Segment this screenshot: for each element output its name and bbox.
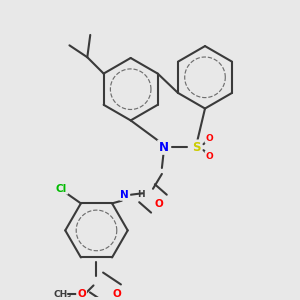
Text: O: O <box>206 134 213 143</box>
Text: O: O <box>206 152 213 160</box>
Text: H: H <box>137 190 145 199</box>
Text: CH₃: CH₃ <box>53 290 71 299</box>
Text: S: S <box>192 141 200 154</box>
Text: N: N <box>120 190 129 200</box>
Text: N: N <box>158 141 168 154</box>
Text: O: O <box>77 289 86 299</box>
Text: O: O <box>113 289 122 299</box>
Text: O: O <box>154 199 163 209</box>
Text: Cl: Cl <box>56 184 67 194</box>
